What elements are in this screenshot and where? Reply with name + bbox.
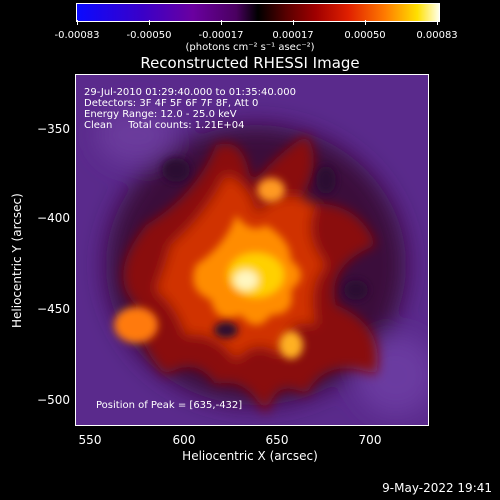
rhessi-image-canvas xyxy=(76,75,428,425)
colorbar-tick-mark xyxy=(77,20,78,25)
x-tick-label: 600 xyxy=(172,433,196,447)
colorbar-tick-mark xyxy=(293,20,294,25)
x-tick-label: 650 xyxy=(265,433,289,447)
colorbar-tick-mark xyxy=(365,20,366,25)
colorbar-units: (photons cm⁻² s⁻¹ asec⁻²) xyxy=(185,42,315,53)
y-tick-label: −350 xyxy=(37,122,70,136)
rhessi-image: 29-Jul-2010 01:29:40.000 to 01:35:40.000… xyxy=(75,74,429,426)
peak-position: Position of Peak = [635,-432] xyxy=(96,400,243,411)
info-detectors: Detectors: 3F 4F 5F 6F 7F 8F, Att 0 xyxy=(84,98,259,109)
info-time-range: 29-Jul-2010 01:29:40.000 to 01:35:40.000 xyxy=(84,87,296,98)
colorbar-tick-mark xyxy=(149,20,150,25)
x-axis-label: Heliocentric X (arcsec) xyxy=(182,449,318,463)
x-tick-label: 700 xyxy=(358,433,382,447)
colorbar-tick-mark xyxy=(437,20,438,25)
colorbar-tick-label: 0.00083 xyxy=(416,30,458,41)
info-algorithm-counts: Clean Total counts: 1.21E+04 xyxy=(84,120,245,131)
colorbar-tick-label: 0.00017 xyxy=(272,30,314,41)
y-tick-label: −400 xyxy=(37,211,70,225)
colorbar-tick-label: -0.00050 xyxy=(126,30,172,41)
colorbar-tick-label: -0.00017 xyxy=(198,30,244,41)
y-tick-label: −500 xyxy=(37,393,70,407)
x-tick-label: 550 xyxy=(78,433,102,447)
colorbar xyxy=(76,3,440,22)
plot-title: Reconstructed RHESSI Image xyxy=(140,54,360,72)
colorbar-tick-label: -0.00083 xyxy=(54,30,100,41)
colorbar-tick-mark xyxy=(221,20,222,25)
colorbar-tick-label: 0.00050 xyxy=(344,30,386,41)
info-energy-range: Energy Range: 12.0 - 25.0 keV xyxy=(84,109,237,120)
plot-timestamp: 9-May-2022 19:41 xyxy=(382,481,492,495)
y-tick-label: −450 xyxy=(37,302,70,316)
y-axis-label: Heliocentric Y (arcsec) xyxy=(10,193,24,328)
